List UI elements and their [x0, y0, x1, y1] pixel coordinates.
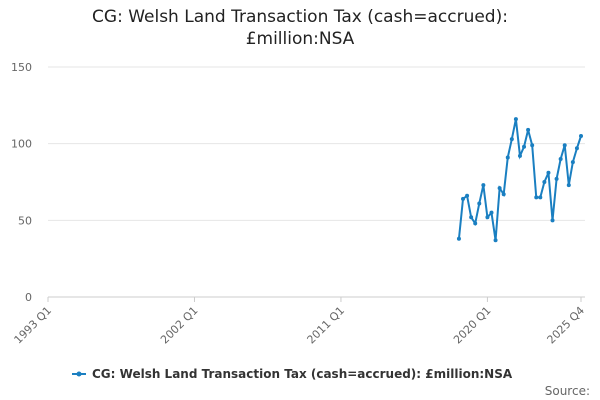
point	[558, 157, 563, 161]
point	[485, 215, 490, 220]
y-tick-label: 0	[25, 291, 32, 304]
point	[465, 193, 470, 198]
point	[574, 146, 579, 151]
point	[570, 160, 575, 165]
y-tick-label: 100	[11, 138, 32, 151]
point	[477, 201, 482, 206]
y-tick-label: 150	[11, 61, 32, 74]
point	[505, 155, 510, 160]
point	[469, 215, 474, 220]
legend-label: CG: Welsh Land Transaction Tax (cash=acc…	[92, 367, 513, 381]
x-tick-label: 2020 Q1	[451, 304, 494, 347]
x-tick-label: 2025 Q4	[545, 304, 588, 347]
point	[489, 210, 494, 215]
point	[566, 183, 571, 188]
point	[554, 176, 559, 181]
point	[501, 192, 506, 197]
point	[550, 218, 555, 223]
x-tick-label: 2002 Q1	[158, 304, 201, 347]
point	[546, 170, 551, 175]
source-label: Source:	[545, 384, 590, 398]
legend-swatch-dot	[76, 371, 82, 377]
point	[456, 236, 461, 241]
point	[542, 180, 547, 184]
series-line	[457, 118, 582, 241]
point	[579, 134, 583, 138]
x-tick-label: 2011 Q1	[305, 304, 348, 347]
point	[461, 196, 466, 201]
point	[497, 186, 502, 191]
point	[481, 183, 486, 188]
point	[493, 238, 498, 243]
point	[534, 195, 539, 200]
point	[522, 144, 527, 149]
point	[509, 137, 514, 142]
point	[526, 127, 531, 132]
x-tick-label: 1993 Q1	[12, 304, 55, 347]
point	[530, 143, 535, 148]
point	[513, 117, 518, 122]
point	[562, 143, 567, 148]
chart-title: CG: Welsh Land Transaction Tax (cash=acc…	[92, 7, 508, 49]
point	[473, 221, 478, 226]
point	[517, 153, 522, 158]
point	[538, 195, 543, 200]
y-tick-label: 50	[18, 214, 32, 227]
